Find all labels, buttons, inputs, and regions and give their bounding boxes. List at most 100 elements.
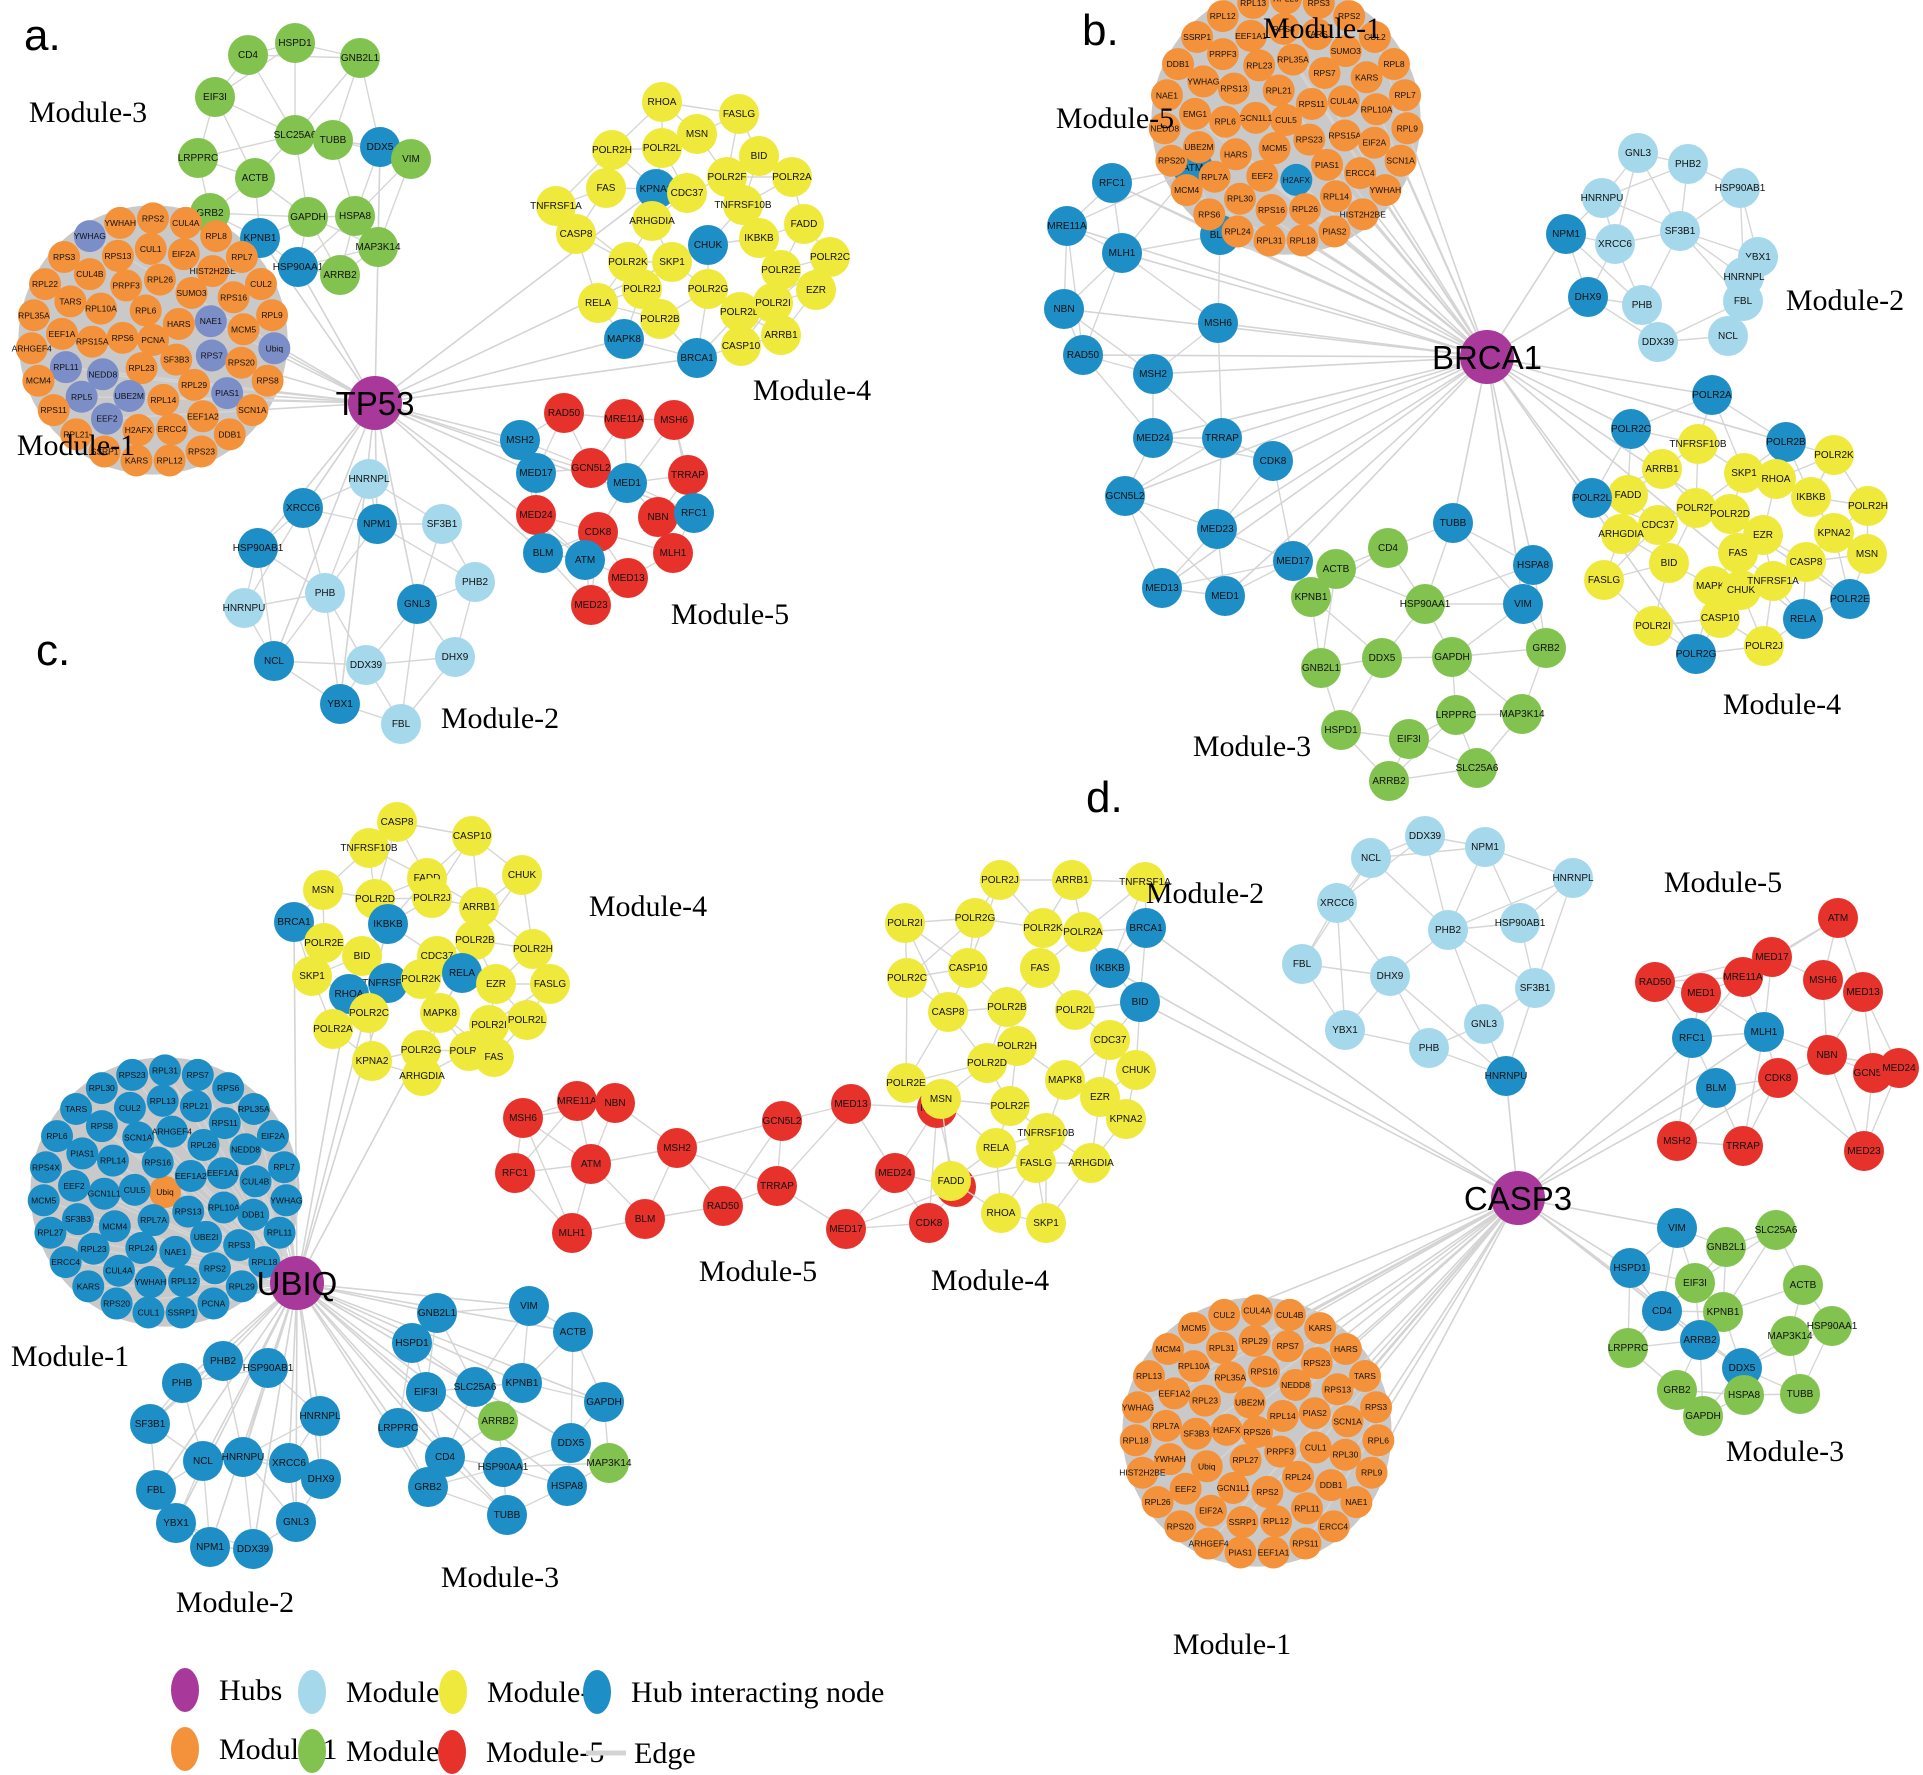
node-circle-DDB1[interactable]	[237, 1198, 270, 1231]
node-KARS[interactable]: KARS	[72, 1270, 105, 1303]
node-KPNB1[interactable]: KPNB1	[1291, 577, 1331, 617]
node-YWHAH[interactable]: YWHAH	[1153, 1443, 1186, 1476]
node-circle-RPS16[interactable]	[141, 1146, 174, 1179]
node-GRB2[interactable]: GRB2	[408, 1467, 448, 1507]
node-POLR2K[interactable]: POLR2K	[1814, 435, 1854, 475]
node-GAPDH[interactable]: GAPDH	[1432, 637, 1472, 677]
node-circle-CHUK[interactable]	[502, 855, 542, 895]
node-circle-SKP1[interactable]	[1724, 453, 1764, 493]
node-SLC25A6[interactable]: SLC25A6	[1456, 748, 1499, 788]
node-circle-RPL7[interactable]	[1389, 79, 1422, 112]
node-MED17[interactable]: MED17	[826, 1209, 866, 1249]
node-circle-CUL1[interactable]	[1299, 1431, 1332, 1464]
node-YBX1[interactable]: YBX1	[1325, 1010, 1365, 1050]
node-circle-POLR2H[interactable]	[513, 929, 553, 969]
node-HSP90AB1[interactable]: HSP90AB1	[243, 1348, 294, 1388]
node-CASP10[interactable]: CASP10	[452, 816, 492, 856]
node-GAPDH[interactable]: GAPDH	[1683, 1396, 1723, 1436]
node-circle-RFC1[interactable]	[1092, 163, 1132, 203]
node-circle-KARS[interactable]	[1350, 61, 1383, 94]
node-circle-RPL5[interactable]	[65, 380, 98, 413]
node-RPL6[interactable]: RPL6	[41, 1120, 74, 1153]
node-circle-RPL24[interactable]	[125, 1231, 158, 1264]
node-circle-ARRB2[interactable]	[1680, 1320, 1720, 1360]
node-circle-DHX9[interactable]	[301, 1459, 341, 1499]
node-circle-MED24[interactable]	[516, 495, 556, 535]
node-circle-RELA[interactable]	[1783, 599, 1823, 639]
node-circle-CUL4A[interactable]	[1327, 85, 1360, 118]
node-circle-EEF2[interactable]	[1169, 1472, 1202, 1505]
node-circle-MAP3K14[interactable]	[358, 227, 398, 267]
node-circle-ACTB[interactable]	[1316, 549, 1356, 589]
node-circle-RPS3[interactable]	[48, 241, 81, 274]
node-circle-MRE11A[interactable]	[604, 399, 644, 439]
node-MSH2[interactable]: MSH2	[1133, 354, 1173, 394]
node-circle-EIF2A[interactable]	[167, 238, 200, 271]
node-BLM[interactable]: BLM	[1696, 1068, 1736, 1108]
node-circle-SCN1A[interactable]	[1331, 1405, 1364, 1438]
node-circle-TUBB[interactable]	[1780, 1374, 1820, 1414]
node-circle-RPL10A[interactable]	[1177, 1350, 1210, 1383]
node-circle-RELA[interactable]	[976, 1128, 1016, 1168]
node-MCM5[interactable]: MCM5	[1258, 132, 1291, 165]
node-TRRAP[interactable]: TRRAP	[1723, 1126, 1763, 1166]
node-ARRB2[interactable]: ARRB2	[478, 1401, 518, 1441]
node-circle-PHB[interactable]	[1409, 1028, 1449, 1068]
node-circle-POLR2C[interactable]	[887, 958, 927, 998]
node-circle-CD4[interactable]	[425, 1437, 465, 1477]
node-circle-KARS[interactable]	[120, 444, 153, 477]
node-RPL6[interactable]: RPL6	[1209, 105, 1242, 138]
node-YWHAG[interactable]: YWHAG	[73, 220, 106, 253]
node-H2AFX[interactable]: H2AFX	[1280, 163, 1313, 196]
node-CD4[interactable]: CD4	[228, 35, 268, 75]
node-circle-RPL23[interactable]	[77, 1232, 110, 1265]
node-RPL7A[interactable]: RPL7A	[137, 1204, 170, 1237]
node-circle-MCM4[interactable]	[1152, 1333, 1185, 1366]
node-RPL27[interactable]: RPL27	[1229, 1444, 1262, 1477]
node-RPL8[interactable]: RPL8	[200, 220, 233, 253]
node-circle-BRCA1[interactable]	[274, 902, 314, 942]
node-POLR2E[interactable]: POLR2E	[886, 1063, 926, 1103]
node-circle-MCM5[interactable]	[1258, 132, 1291, 165]
node-circle-FAS[interactable]	[586, 168, 626, 208]
node-circle-POLR2A[interactable]	[772, 157, 812, 197]
node-circle-HSPD1[interactable]	[1321, 710, 1361, 750]
node-circle-ARRB1[interactable]	[761, 315, 801, 355]
node-circle-GNL3[interactable]	[276, 1502, 316, 1542]
node-HARS[interactable]: HARS	[1329, 1332, 1362, 1365]
node-circle-TNFRSF10B[interactable]	[723, 185, 763, 225]
node-circle-MSH6[interactable]	[1198, 303, 1238, 343]
node-GNB2L1[interactable]: GNB2L1	[340, 38, 380, 78]
node-circle-MSH6[interactable]	[1803, 960, 1843, 1000]
node-circle-POLR2K[interactable]	[1814, 435, 1854, 475]
node-circle-CASP10[interactable]	[721, 326, 761, 366]
node-CASP10[interactable]: CASP10	[1700, 598, 1740, 638]
node-circle-RHOA[interactable]	[981, 1193, 1021, 1233]
node-circle-EEF2[interactable]	[1246, 159, 1279, 192]
node-CDC37[interactable]: CDC37	[667, 173, 707, 213]
node-circle-PRPF3[interactable]	[1264, 1435, 1297, 1468]
node-circle-CHUK[interactable]	[688, 225, 728, 265]
node-circle-RPS2[interactable]	[1333, 0, 1366, 33]
node-circle-RPL27[interactable]	[1229, 1444, 1262, 1477]
node-PIAS2[interactable]: PIAS2	[1298, 1397, 1331, 1430]
node-circle-RPS4X[interactable]	[29, 1151, 62, 1184]
node-circle-MED24[interactable]	[1879, 1048, 1919, 1088]
node-circle-YWHAG[interactable]	[73, 220, 106, 253]
node-RPL23[interactable]: RPL23	[1188, 1384, 1221, 1417]
node-circle-RPL6[interactable]	[129, 294, 162, 327]
node-circle-NEDD8[interactable]	[1148, 112, 1181, 145]
node-circle-POLR2D[interactable]	[720, 292, 760, 332]
node-RPS20[interactable]: RPS20	[100, 1287, 133, 1320]
node-circle-HNRNPL[interactable]	[349, 459, 389, 499]
node-RPL29[interactable]: RPL29	[178, 368, 211, 401]
node-ERCC4[interactable]: ERCC4	[1317, 1510, 1350, 1543]
node-MSN[interactable]: MSN	[677, 114, 717, 154]
node-circle-RPS20[interactable]	[225, 346, 258, 379]
node-circle-DHX9[interactable]	[1370, 956, 1410, 996]
node-RPL13[interactable]: RPL13	[146, 1084, 179, 1117]
node-RPL23[interactable]: RPL23	[77, 1232, 110, 1265]
node-EEF2[interactable]: EEF2	[58, 1169, 91, 1202]
node-circle-RPS23[interactable]	[116, 1058, 149, 1091]
node-RPL23[interactable]: RPL23	[125, 352, 158, 385]
